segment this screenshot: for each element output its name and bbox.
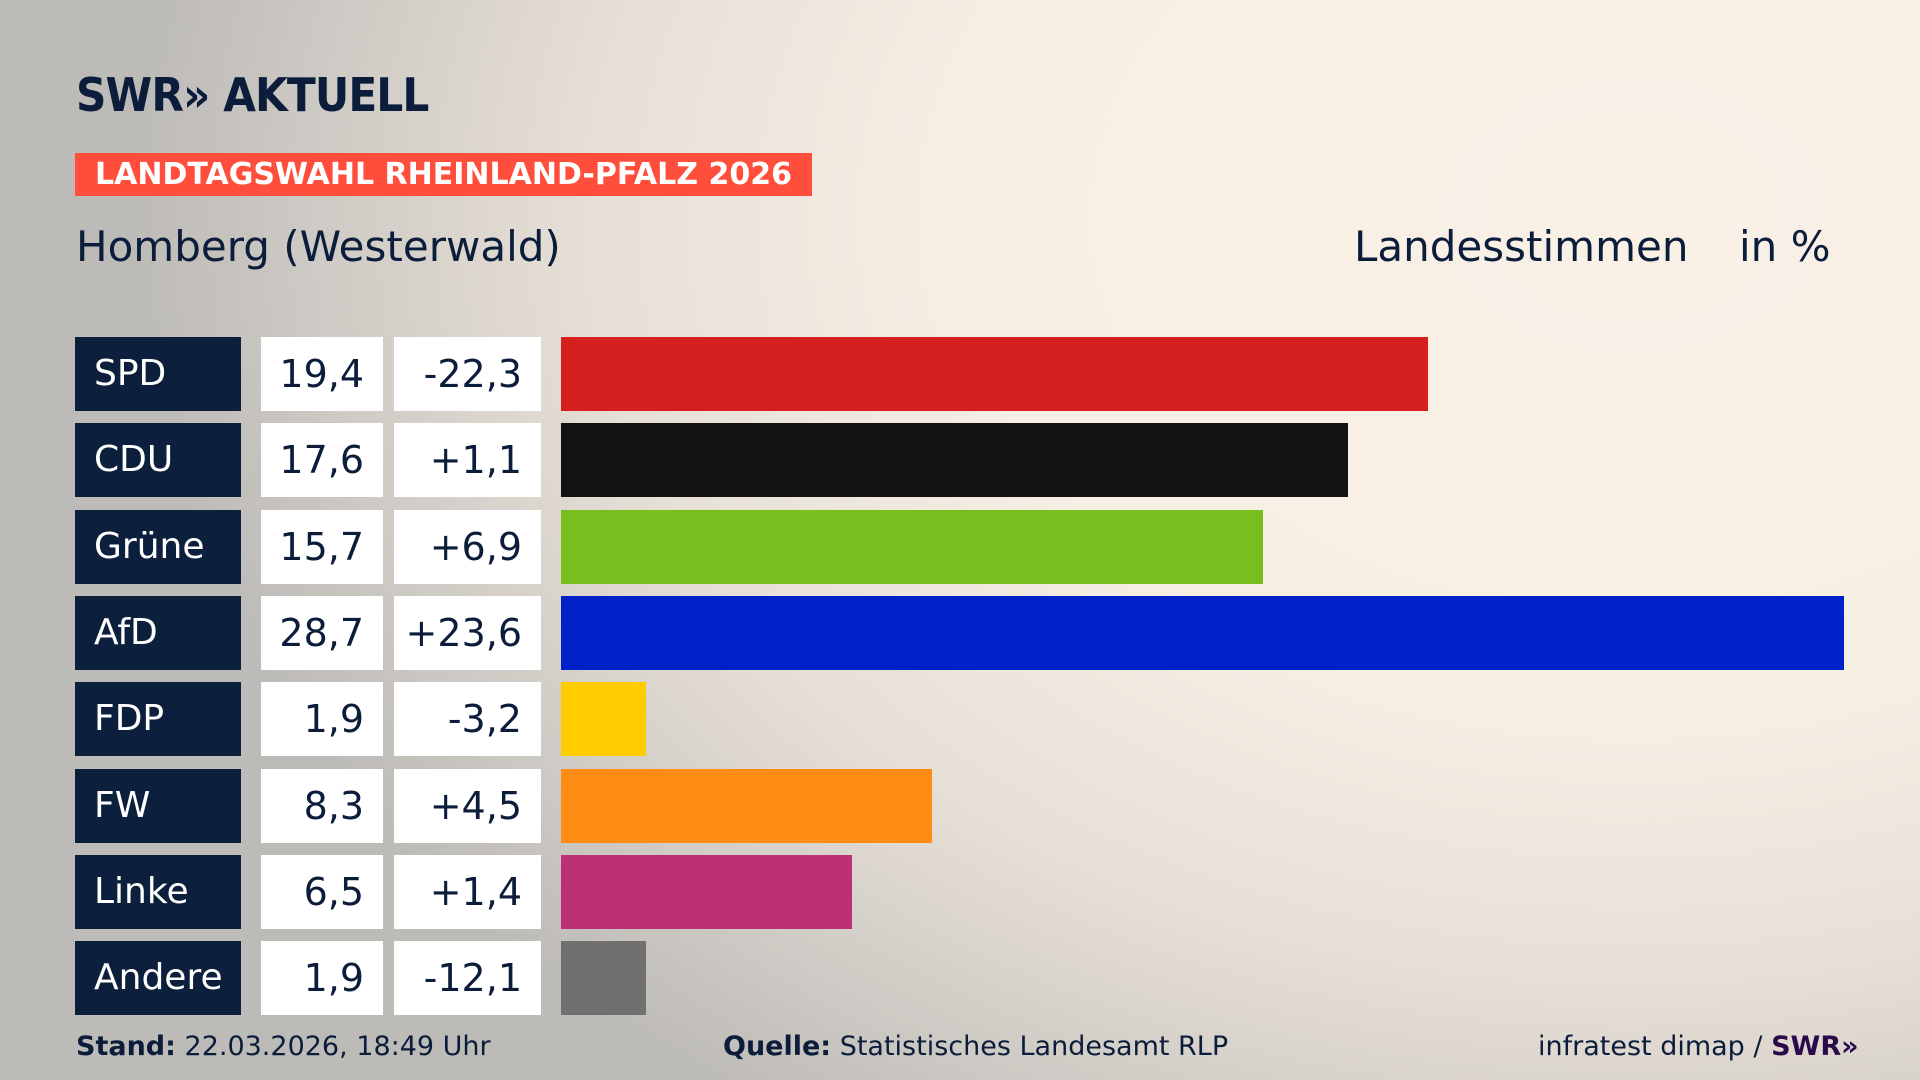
diff-label: -22,3 — [394, 337, 541, 411]
value-label: 19,4 — [261, 337, 383, 411]
bar — [561, 941, 646, 1016]
party-label: CDU — [75, 423, 241, 498]
result-row: CDU 17,6 +1,1 — [0, 423, 1920, 498]
value-label: 8,3 — [261, 768, 383, 843]
swr-aktuell-logo: SWR» AKTUELL — [76, 68, 429, 122]
party-label: AfD — [75, 595, 241, 670]
party-label: Andere — [75, 941, 241, 1016]
value-label: 28,7 — [261, 595, 383, 670]
result-row: Grüne 15,7 +6,9 — [0, 509, 1920, 584]
page-title: Homberg (Westerwald) — [76, 222, 561, 271]
party-label: Grüne — [75, 509, 241, 584]
bar — [561, 423, 1348, 498]
value-label: 1,9 — [261, 941, 383, 1016]
bar — [561, 509, 1263, 584]
value-label: 1,9 — [261, 682, 383, 757]
party-label: Linke — [75, 854, 241, 929]
unit-label: in % — [1739, 222, 1831, 271]
result-row: AfD 28,7 +23,6 — [0, 595, 1920, 670]
result-row: Andere 1,9 -12,1 — [0, 941, 1920, 1016]
diff-label: +1,1 — [394, 423, 541, 498]
timestamp: Stand: 22.03.2026, 18:49 Uhr — [76, 1031, 491, 1062]
source-value: Statistisches Landesamt RLP — [839, 1031, 1229, 1062]
election-banner: LANDTAGSWAHL RHEINLAND-PFALZ 2026 — [75, 153, 812, 196]
bar — [561, 682, 646, 757]
diff-label: +4,5 — [394, 768, 541, 843]
value-label: 15,7 — [261, 509, 383, 584]
stand-label: Stand: — [76, 1031, 176, 1062]
result-row: FW 8,3 +4,5 — [0, 768, 1920, 843]
value-label: 6,5 — [261, 854, 383, 929]
diff-label: -12,1 — [394, 941, 541, 1016]
stand-value: 22.03.2026, 18:49 Uhr — [184, 1031, 491, 1062]
credit: infratest dimap / SWR» — [1538, 1031, 1859, 1062]
credit-text: infratest dimap / — [1538, 1031, 1763, 1062]
party-label: SPD — [75, 337, 241, 411]
value-label: 17,6 — [261, 423, 383, 498]
bar — [561, 768, 933, 843]
diff-label: +6,9 — [394, 509, 541, 584]
party-label: FW — [75, 768, 241, 843]
vote-type-label: Landesstimmen — [1354, 222, 1689, 271]
result-row: SPD 19,4 -22,3 — [0, 337, 1920, 411]
party-label: FDP — [75, 682, 241, 757]
diff-label: +1,4 — [394, 854, 541, 929]
bar — [561, 854, 852, 929]
bar — [561, 337, 1429, 411]
diff-label: +23,6 — [394, 595, 541, 670]
bar — [561, 595, 1844, 670]
diff-label: -3,2 — [394, 682, 541, 757]
swr-logo: SWR» — [1771, 1031, 1859, 1062]
result-row: Linke 6,5 +1,4 — [0, 854, 1920, 929]
source: Quelle: Statistisches Landesamt RLP — [723, 1031, 1228, 1062]
source-label: Quelle: — [723, 1031, 832, 1062]
result-row: FDP 1,9 -3,2 — [0, 682, 1920, 757]
